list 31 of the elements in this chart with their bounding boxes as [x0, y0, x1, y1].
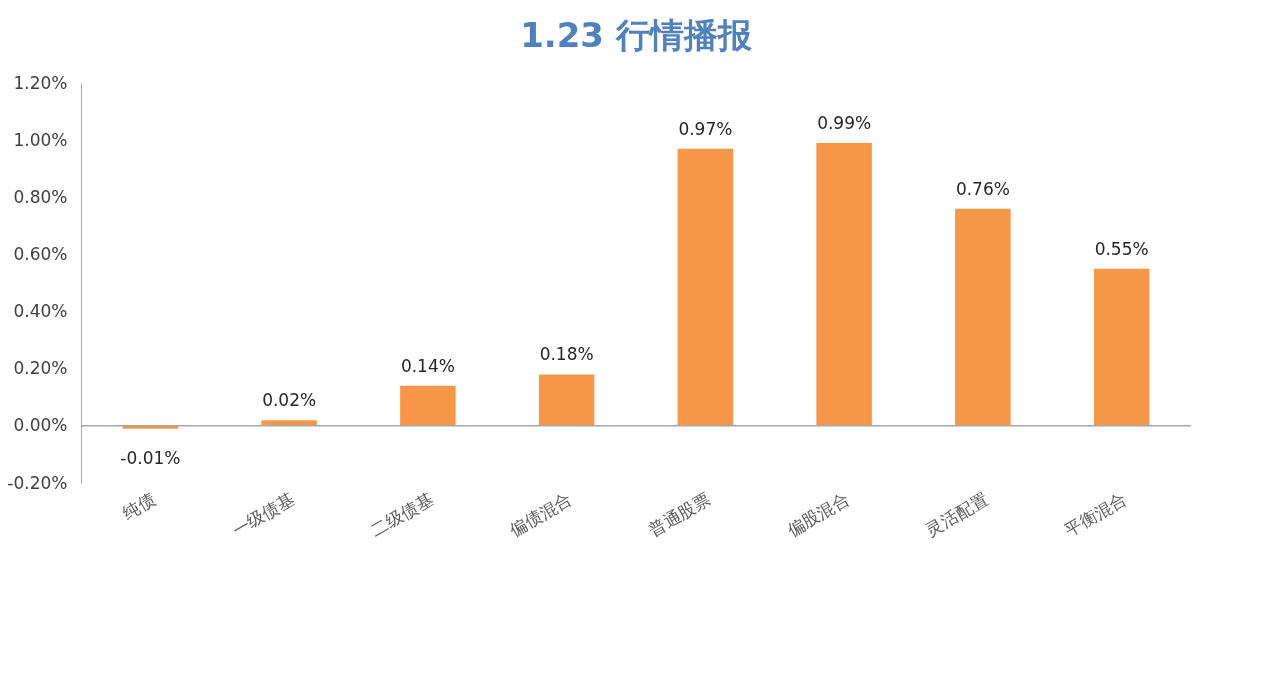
data-label: 0.55%: [1094, 238, 1149, 259]
data-label: 0.02%: [262, 390, 317, 411]
data-label: 0.14%: [400, 355, 455, 376]
data-label: 0.99%: [817, 113, 872, 133]
y-tick-label: 0.80%: [13, 186, 68, 207]
x-tick-label: 普通股票: [644, 488, 714, 541]
bar: [1093, 268, 1150, 426]
y-tick-label: 1.00%: [13, 129, 68, 150]
bar: [538, 374, 595, 426]
bar: [955, 208, 1011, 426]
x-tick-label: 偏股混合: [783, 488, 853, 541]
x-tick-label: 二级债基: [367, 488, 437, 541]
chart-title: 1.23 行情播报: [520, 15, 753, 55]
y-tick-label: 0.20%: [13, 358, 68, 379]
y-tick-label: 1.20%: [13, 72, 68, 93]
bar: [400, 385, 456, 426]
x-tick-label: 平衡混合: [1061, 488, 1131, 541]
x-tick-label: 偏债混合: [506, 488, 576, 541]
data-label: 0.76%: [955, 178, 1010, 199]
y-tick-label: 0.00%: [13, 415, 68, 436]
x-tick-label: 灵活配置: [922, 488, 992, 541]
y-tick-label: 0.60%: [13, 243, 68, 264]
data-label: -0.01%: [120, 447, 181, 468]
bar: [816, 143, 872, 426]
bar: [677, 148, 734, 426]
x-tick-label: 纯债: [119, 488, 159, 524]
x-tick-label: 一级债基: [228, 488, 298, 541]
y-tick-label: -0.20%: [7, 472, 68, 493]
y-tick-label: 0.40%: [13, 301, 68, 322]
data-label: 0.97%: [678, 118, 733, 139]
data-label: 0.18%: [539, 344, 594, 365]
